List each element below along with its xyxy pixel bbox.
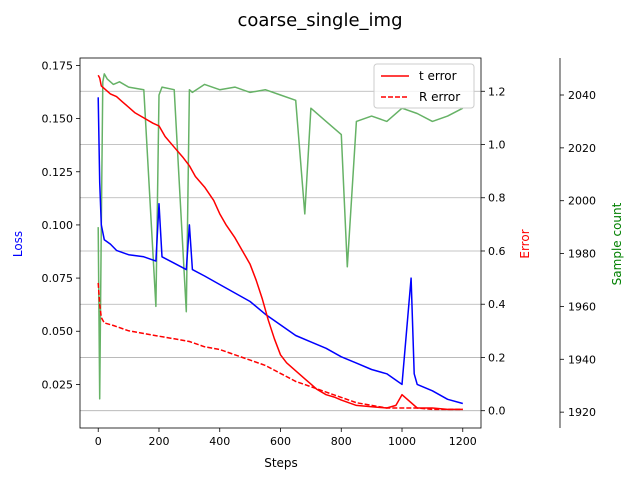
loss-tick-label: 0.075	[42, 272, 74, 285]
loss-tick-label: 0.125	[42, 166, 74, 179]
x-tick-label: 800	[331, 435, 352, 448]
sample-count-tick-label: 2000	[568, 195, 596, 208]
loss-tick-label: 0.175	[42, 59, 74, 72]
axes: 0 200 400 600 800 1000 1200 0.025 0.050 0.075 0.10…	[42, 57, 596, 448]
series-layer	[97, 73, 464, 411]
error-axis-label: Error	[518, 229, 532, 258]
legend-t-error-label: t error	[419, 69, 457, 83]
series-t-error	[97, 74, 463, 411]
x-tick-label: 400	[209, 435, 230, 448]
error-tick-label: 0.8	[488, 192, 506, 205]
error-tick-label: 0.6	[488, 245, 506, 258]
error-tick-label: 0.4	[488, 298, 506, 311]
sample-count-tick-label: 2040	[568, 89, 596, 102]
loss-tick-label: 0.050	[42, 325, 74, 338]
sample-count-tick-label: 1960	[568, 300, 596, 313]
x-tick-label: 1000	[388, 435, 416, 448]
sample-count-tick-label: 1980	[568, 248, 596, 261]
x-tick-label: 0	[95, 435, 102, 448]
error-tick-label: 0.0	[488, 405, 506, 418]
loss-tick-label: 0.150	[42, 113, 74, 126]
x-axis-label: Steps	[264, 456, 298, 470]
legend-r-error-label: R error	[419, 90, 460, 104]
sample-count-tick-label: 1940	[568, 353, 596, 366]
x-tick-label: 1200	[449, 435, 477, 448]
error-tick-label: 1.2	[488, 85, 506, 98]
loss-axis-label: Loss	[11, 231, 25, 257]
loss-tick-label: 0.100	[42, 219, 74, 232]
error-tick-label: 0.2	[488, 351, 506, 364]
series-loss	[97, 97, 463, 405]
x-tick-label: 200	[148, 435, 169, 448]
error-tick-label: 1.0	[488, 139, 506, 152]
x-tick-label: 600	[270, 435, 291, 448]
loss-tick-label: 0.025	[42, 378, 74, 391]
sample-count-tick-label: 2020	[568, 142, 596, 155]
series-r-error	[97, 282, 463, 411]
chart-title: coarse_single_img	[237, 10, 402, 31]
plot-frame	[79, 57, 482, 429]
grid	[80, 90, 481, 412]
sample-count-tick-label: 1920	[568, 406, 596, 419]
sample-count-axis-label: Sample count	[610, 202, 624, 285]
series-sample-count	[97, 73, 464, 400]
legend: t error R error	[373, 63, 475, 109]
